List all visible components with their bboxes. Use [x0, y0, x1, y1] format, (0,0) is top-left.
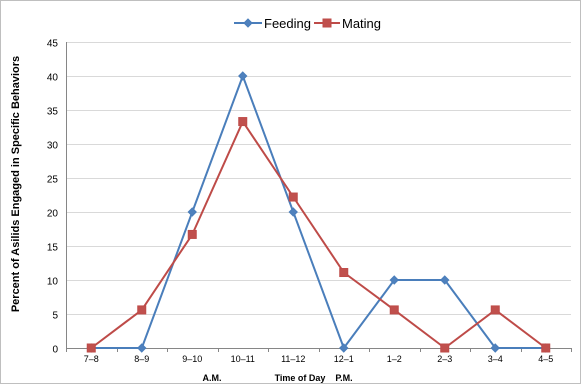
x-tick-label: 4–5	[538, 354, 553, 364]
data-point-mating	[389, 305, 399, 315]
series-line-feeding	[91, 75, 546, 349]
y-tick-label: 30	[47, 141, 59, 152]
data-point-mating	[187, 229, 197, 239]
data-point-feeding	[238, 71, 248, 81]
data-point-feeding	[288, 207, 298, 217]
y-tick-label: 40	[47, 73, 59, 84]
legend: Feeding Mating	[234, 16, 381, 31]
x-tick-label: 10–11	[231, 354, 255, 364]
data-point-feeding	[339, 343, 349, 353]
x-tick-label: 9–10	[182, 354, 202, 364]
data-point-mating	[238, 117, 248, 127]
data-point-feeding	[389, 275, 399, 285]
y-tick-label: 20	[47, 209, 59, 220]
x-axis-ticks: 7–8 8–9 9–10 10–11 11–12 12–1 1–2 2–3 3–4 4–5	[66, 348, 572, 364]
data-point-mating	[137, 305, 147, 315]
y-tick-label: 10	[47, 277, 59, 288]
data-point-feeding	[137, 343, 147, 353]
data-point-feeding	[440, 275, 450, 285]
x-annotation-am: A.M.	[203, 373, 222, 383]
y-axis-label: Percent of Asilids Engaged in Specific B…	[10, 56, 22, 312]
data-point-mating	[490, 305, 500, 315]
data-point-mating	[288, 192, 298, 202]
y-axis-ticks: 0 5 10 15 20 25 30 35 40 45	[47, 39, 59, 356]
y-tick-label: 15	[47, 243, 59, 254]
x-tick-label: 11–12	[281, 354, 305, 364]
y-tick-label: 0	[52, 345, 58, 356]
data-point-feeding	[187, 207, 197, 217]
data-point-feeding	[490, 343, 500, 353]
series-line-mating	[90, 120, 547, 349]
x-tick-label: 12–1	[334, 354, 354, 364]
x-annotation-pm: P.M.	[335, 373, 352, 383]
data-point-mating	[86, 343, 96, 353]
x-tick-label: 2–3	[437, 354, 452, 364]
y-tick-label: 45	[47, 39, 59, 50]
legend-mating-label: Mating	[342, 16, 381, 31]
data-point-mating	[440, 343, 450, 353]
y-tick-label: 35	[47, 107, 59, 118]
legend-feeding-marker	[243, 18, 253, 28]
x-axis-label: Time of Day	[275, 373, 326, 383]
legend-feeding-label: Feeding	[264, 16, 311, 31]
gridlines	[66, 42, 571, 349]
series-layer	[86, 71, 551, 353]
x-tick-label: 7–8	[84, 354, 99, 364]
data-point-mating	[339, 268, 349, 278]
legend-mating-marker	[322, 18, 332, 28]
x-tick-label: 1–2	[387, 354, 402, 364]
x-tick-label: 3–4	[488, 354, 503, 364]
y-tick-label: 5	[52, 311, 58, 322]
x-tick-label: 8–9	[134, 354, 149, 364]
y-tick-label: 25	[47, 175, 59, 186]
data-point-mating	[541, 343, 551, 353]
